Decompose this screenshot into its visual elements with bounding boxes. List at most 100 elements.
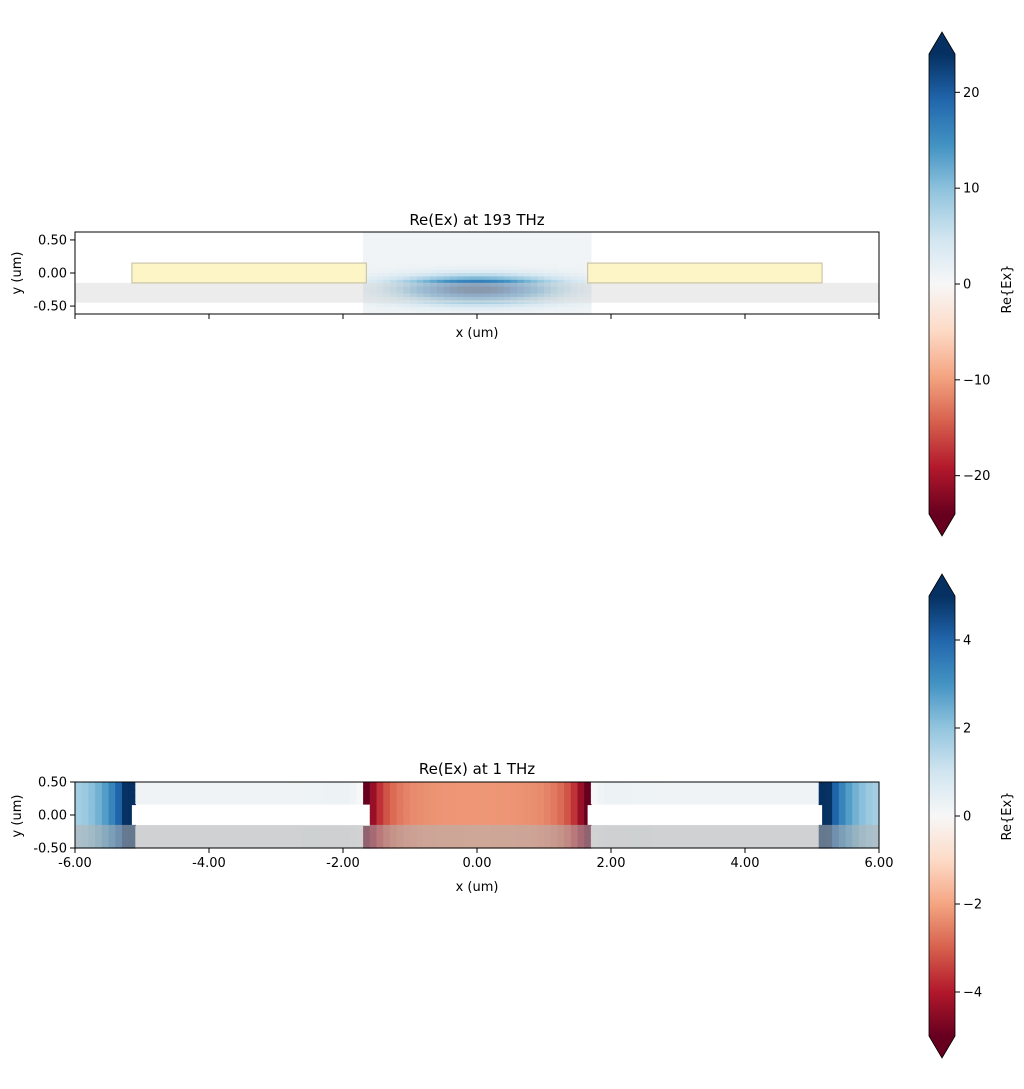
field-cell <box>791 793 800 797</box>
field-cell <box>389 249 398 254</box>
field-cell <box>403 795 411 800</box>
field-cell <box>249 782 257 786</box>
field-cell <box>322 793 331 797</box>
field-cell <box>215 793 223 797</box>
field-cell <box>142 782 150 786</box>
field-cell <box>751 784 759 789</box>
field-cell <box>544 801 552 805</box>
field-cell <box>423 798 431 802</box>
field-cell <box>771 790 780 794</box>
field-cell <box>383 279 391 284</box>
field-cell <box>376 801 384 805</box>
field-cell <box>410 798 418 802</box>
field-cell <box>403 798 411 802</box>
field-cell <box>430 242 438 247</box>
field-cell <box>671 787 679 791</box>
field-cell <box>75 809 83 813</box>
field-cell <box>825 787 833 791</box>
field-cell <box>517 804 525 808</box>
field-cell <box>644 801 652 805</box>
field-cell <box>289 798 297 802</box>
field-cell <box>410 232 418 237</box>
field-cell <box>155 798 163 802</box>
field-cell <box>369 790 378 794</box>
field-cell <box>450 307 458 312</box>
field-cell <box>456 266 465 271</box>
field-cell <box>128 795 136 800</box>
field-cell <box>584 255 592 260</box>
field-cell <box>135 790 143 794</box>
field-cell <box>416 804 424 808</box>
field-cell <box>249 787 257 791</box>
field-cell <box>745 801 753 805</box>
field-cell <box>611 782 619 786</box>
field-cell <box>517 276 525 281</box>
field-cell <box>798 798 806 802</box>
field-cell <box>349 795 357 800</box>
field-cell <box>503 279 512 284</box>
field-cell <box>222 801 230 805</box>
field-cell <box>544 303 552 308</box>
field-cell <box>490 232 498 237</box>
field-cell <box>838 790 847 794</box>
field-cell <box>115 806 123 811</box>
field-cell <box>242 787 250 791</box>
field-cell <box>765 793 773 797</box>
field-cell <box>376 235 384 240</box>
field-cell <box>95 798 103 802</box>
field-cell <box>450 820 458 824</box>
field-cell <box>436 259 445 264</box>
field-cell <box>443 798 451 802</box>
field-cell <box>557 279 565 284</box>
field-cell <box>416 820 424 824</box>
field-cell <box>557 795 565 800</box>
field-cell <box>383 815 391 819</box>
colorbar-outline <box>928 31 956 537</box>
field-cell <box>704 793 713 797</box>
field-cell <box>523 255 532 260</box>
field-cell <box>557 238 565 243</box>
field-cell <box>671 798 679 802</box>
field-cell <box>544 790 552 794</box>
field-cell <box>115 820 123 824</box>
field-cell <box>577 793 585 797</box>
field-cell <box>523 266 532 271</box>
field-cell <box>845 790 853 794</box>
field-cell <box>436 242 445 247</box>
field-cell <box>436 235 445 240</box>
field-cell <box>470 249 478 254</box>
field-cell <box>383 804 391 808</box>
field-cell <box>289 790 297 794</box>
field-cell <box>664 795 672 800</box>
field-cell <box>101 782 110 786</box>
field-cell <box>396 787 404 791</box>
field-cell <box>597 801 605 805</box>
field-cell <box>483 307 491 312</box>
structure-electrode-left <box>131 262 367 284</box>
plot-193thz: Re(Ex) at 193 THz 0.500.00-0.50 x (um) y… <box>10 211 880 341</box>
field-cell <box>517 238 525 243</box>
field-cell <box>155 790 163 794</box>
field-cell <box>376 795 384 800</box>
field-cell <box>711 787 719 791</box>
field-cell <box>517 782 525 786</box>
field-cell <box>215 787 223 791</box>
field-cell <box>195 787 203 791</box>
field-cell <box>503 809 512 813</box>
field-cell <box>463 276 471 281</box>
field-cell <box>363 249 371 254</box>
field-cell <box>175 784 183 789</box>
field-cell <box>262 790 270 794</box>
field-cell <box>383 820 391 824</box>
field-cell <box>329 784 337 789</box>
field-cell <box>530 276 538 281</box>
field-cell <box>611 787 619 791</box>
field-cell <box>463 259 471 264</box>
field-cell <box>517 806 525 811</box>
field-cell <box>423 269 431 274</box>
field-cell <box>564 252 572 257</box>
field-cell <box>222 784 230 789</box>
field-cell <box>363 303 371 308</box>
field-cell <box>316 787 324 791</box>
field-cell <box>564 804 572 808</box>
